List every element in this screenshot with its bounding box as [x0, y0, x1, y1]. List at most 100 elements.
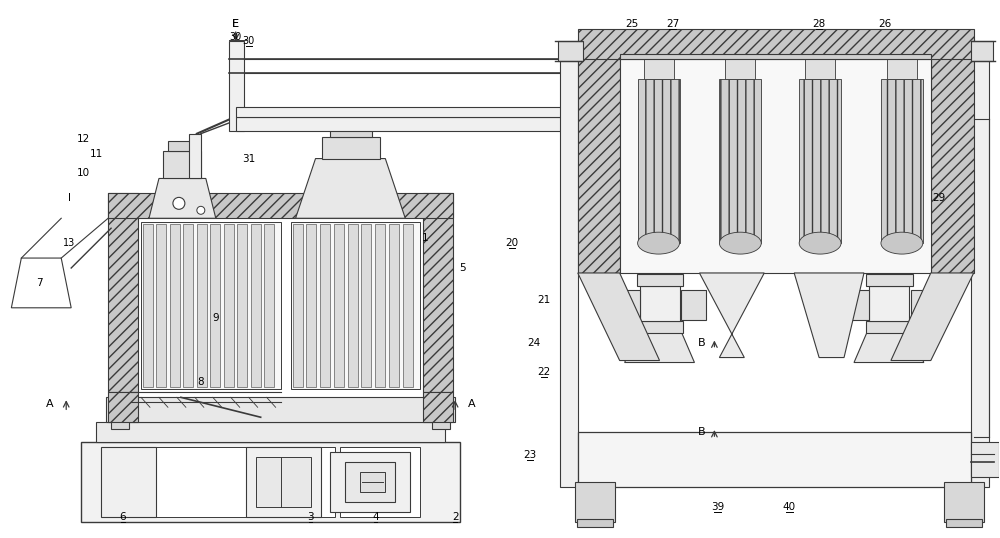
Bar	[575, 482, 615, 522]
Bar	[345, 462, 395, 502]
Text: 29: 29	[932, 193, 945, 203]
Bar	[143, 224, 153, 387]
Bar	[229, 41, 244, 131]
Bar	[306, 224, 316, 387]
Bar	[163, 151, 201, 179]
Polygon shape	[625, 328, 694, 363]
Bar	[644, 57, 674, 79]
Circle shape	[197, 207, 205, 214]
Bar	[293, 224, 303, 387]
Bar	[156, 224, 166, 387]
Bar	[106, 398, 455, 422]
Bar	[251, 224, 261, 387]
Text: 21: 21	[537, 295, 551, 305]
Bar	[264, 224, 274, 387]
Text: 20: 20	[505, 238, 519, 248]
Bar	[224, 224, 234, 387]
Bar	[971, 442, 999, 477]
Text: I: I	[68, 193, 71, 203]
Bar	[911, 290, 936, 320]
Text: 22: 22	[537, 367, 551, 378]
Bar	[106, 447, 335, 516]
Polygon shape	[423, 392, 453, 422]
Bar	[869, 286, 909, 321]
Bar	[237, 224, 247, 387]
Polygon shape	[578, 39, 620, 273]
Text: 2: 2	[452, 512, 458, 522]
Bar	[637, 274, 683, 286]
Text: 39: 39	[711, 502, 724, 512]
Polygon shape	[794, 273, 864, 358]
Text: 30: 30	[243, 36, 255, 46]
Polygon shape	[296, 159, 405, 218]
Text: 6: 6	[120, 512, 126, 522]
Polygon shape	[854, 328, 924, 363]
Ellipse shape	[719, 232, 761, 254]
Bar	[360, 472, 385, 492]
Bar	[348, 224, 358, 387]
Bar	[111, 398, 129, 429]
Text: 28: 28	[812, 19, 826, 29]
Bar	[844, 290, 869, 320]
Text: 9: 9	[212, 313, 219, 323]
Bar	[81, 442, 460, 522]
Bar	[236, 107, 615, 117]
Bar	[322, 137, 380, 159]
Text: E: E	[232, 19, 239, 29]
Bar	[719, 79, 761, 243]
Bar	[236, 117, 615, 131]
Bar	[340, 447, 420, 516]
Text: 12: 12	[77, 133, 90, 144]
Text: A: A	[45, 399, 53, 409]
Bar	[640, 286, 680, 321]
Bar	[361, 224, 371, 387]
Bar	[189, 134, 201, 179]
Bar	[432, 398, 450, 429]
Circle shape	[173, 197, 185, 209]
Bar	[946, 519, 982, 527]
Text: 24: 24	[527, 338, 541, 348]
Bar	[291, 222, 420, 390]
Text: 27: 27	[666, 19, 679, 29]
Bar	[560, 59, 578, 487]
Text: 3: 3	[307, 512, 314, 522]
Text: 11: 11	[90, 148, 103, 159]
Bar	[866, 274, 913, 286]
Text: 31: 31	[242, 153, 255, 164]
Text: B: B	[698, 427, 705, 437]
Bar	[246, 447, 320, 516]
Bar	[577, 519, 613, 527]
Text: 40: 40	[783, 502, 796, 512]
Text: 26: 26	[878, 19, 892, 29]
Bar	[320, 224, 330, 387]
Polygon shape	[108, 193, 138, 392]
Polygon shape	[931, 39, 974, 273]
Text: B: B	[698, 338, 705, 348]
Text: 10: 10	[77, 168, 90, 179]
Text: 13: 13	[63, 238, 75, 248]
Text: 30: 30	[230, 32, 242, 42]
Bar	[881, 79, 923, 243]
Bar	[799, 79, 841, 243]
Bar	[113, 407, 127, 419]
Bar	[944, 482, 984, 522]
Bar	[403, 224, 413, 387]
Bar	[620, 54, 931, 59]
Bar	[971, 59, 989, 487]
Bar	[170, 224, 180, 387]
Text: 1: 1	[422, 233, 429, 243]
Bar	[725, 57, 755, 79]
Bar	[866, 321, 913, 332]
Ellipse shape	[799, 232, 841, 254]
Text: 23: 23	[523, 450, 537, 460]
Bar	[96, 422, 445, 442]
Bar	[389, 224, 399, 387]
Ellipse shape	[881, 232, 923, 254]
Text: E: E	[232, 19, 239, 29]
Polygon shape	[11, 258, 71, 308]
Bar	[101, 447, 156, 516]
Bar	[375, 224, 385, 387]
Text: 8: 8	[198, 378, 204, 387]
Bar	[558, 41, 583, 61]
Bar	[330, 452, 410, 512]
